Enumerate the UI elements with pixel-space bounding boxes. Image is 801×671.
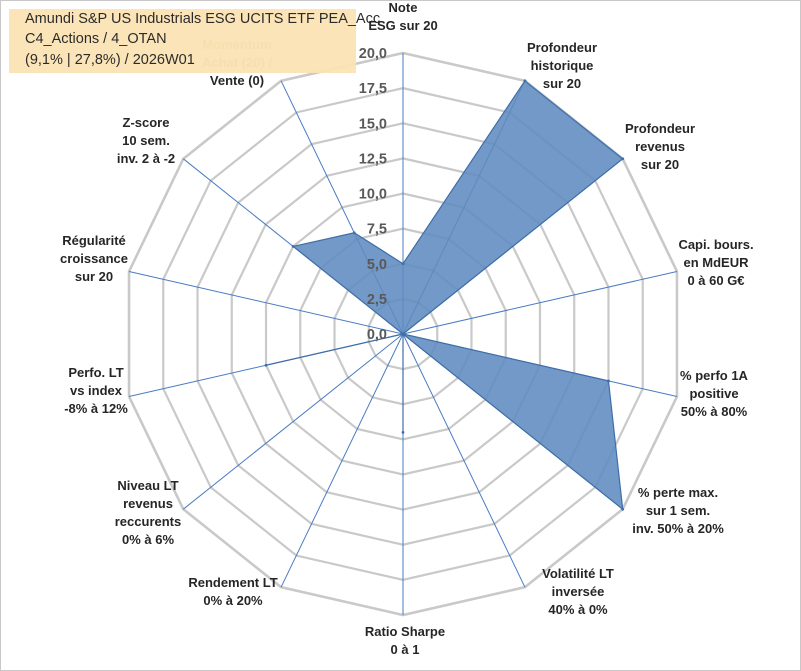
category-label-10: Perfo. LT vs index -8% à 12% [64,365,128,416]
category-label-8: Rendement LT 0% à 20% [188,575,277,608]
spoke-9 [182,333,404,510]
category-label-9-line-3: 0% à 6% [122,532,174,547]
category-label-6: Volatilité LT inversée 40% à 0% [542,566,614,617]
spoke-3 [402,270,678,335]
category-label-3-line-0: Capi. bours. [678,237,753,252]
category-label-11: Régularité croissance sur 20 [60,233,128,284]
category-label-12-line-0: Z-score [123,115,170,130]
spoke-8 [280,333,404,588]
category-label-9: Niveau LT revenus reccurents 0% à 6% [115,478,181,547]
category-label-3-line-1: en MdEUR [684,255,750,270]
category-label-6-line-1: inversée [552,584,605,599]
chart-title-box: Amundi S&P US Industrials ESG UCITS ETF … [9,9,380,73]
category-label-8-line-1: 0% à 20% [203,593,263,608]
chart-subtitle: C4_Actions / 4_OTAN [25,31,167,47]
category-label-5: % perte max. sur 1 sem. inv. 50% à 20% [632,485,724,536]
tick-label-1: 2,5 [367,292,387,308]
category-label-4: % perfo 1A positive 50% à 80% [680,368,749,419]
data-point-4 [607,379,610,383]
category-label-9-line-0: Niveau LT [117,478,178,493]
tick-label-5: 12,5 [359,151,387,167]
category-label-4-line-0: % perfo 1A [680,368,749,383]
category-label-3: Capi. bours. en MdEUR 0 à 60 G€ [678,237,753,288]
category-label-0: Note ESG sur 20 [368,0,437,33]
tick-label-7: 17,5 [359,81,387,97]
category-label-2-line-0: Profondeur [625,121,695,136]
tick-label-3: 7,5 [367,222,387,238]
category-label-2-line-2: sur 20 [641,157,679,172]
category-label-9-line-2: reccurents [115,514,181,529]
category-label-9-line-1: revenus [123,496,173,511]
category-label-2-line-1: revenus [635,139,685,154]
category-label-6-line-0: Volatilité LT [542,566,614,581]
category-label-7: Ratio Sharpe 0 à 1 [365,624,445,657]
category-label-13-line-2: Vente (0) [210,73,264,88]
category-label-0-line-0: Note [389,0,418,15]
category-label-12-line-2: inv. 2 à -2 [117,151,175,166]
data-point-10 [264,363,268,367]
category-label-1-line-0: Profondeur [527,40,597,55]
category-label-10-line-1: vs index [70,383,123,398]
chart-period: (9,1% | 27,8%) / 2026W01 [25,52,195,68]
category-label-11-line-0: Régularité [62,233,126,248]
tick-label-6: 15,0 [359,116,387,132]
category-label-4-line-2: 50% à 80% [681,404,748,419]
category-label-7-line-1: 0 à 1 [391,642,420,657]
category-label-8-line-0: Rendement LT [188,575,277,590]
data-point-2 [621,157,625,161]
category-label-1-line-1: historique [531,58,594,73]
tick-label-0: 0,0 [367,327,387,343]
category-label-12: Z-score 10 sem. inv. 2 à -2 [117,115,175,166]
category-label-7-line-0: Ratio Sharpe [365,624,445,639]
category-label-5-line-1: sur 1 sem. [646,503,710,518]
category-label-5-line-2: inv. 50% à 20% [632,521,724,536]
category-label-11-line-2: sur 20 [75,269,113,284]
category-label-11-line-1: croissance [60,251,128,266]
data-point-11 [401,332,405,336]
category-label-1: Profondeur historique sur 20 [527,40,597,91]
category-label-0-line-1: ESG sur 20 [368,18,437,33]
data-point-12 [291,244,295,248]
radial-tick-labels: 0,0 2,5 5,0 7,5 10,0 12,5 15,0 17,5 20,0 [359,46,387,343]
category-label-10-line-0: Perfo. LT [68,365,123,380]
category-label-6-line-2: 40% à 0% [548,602,608,617]
tick-label-8: 20,0 [359,46,387,62]
category-label-2: Profondeur revenus sur 20 [625,121,695,172]
chart-title: Amundi S&P US Industrials ESG UCITS ETF … [25,11,381,27]
data-point-0 [401,262,405,266]
tick-label-4: 10,0 [359,187,387,203]
category-label-1-line-2: sur 20 [543,76,581,91]
data-point-1 [523,79,527,83]
series-area-0 [265,79,624,511]
category-labels: Note ESG sur 20 Profondeur historique sur 20… [60,0,754,657]
radar-series [264,79,625,511]
data-point-7 [401,430,405,434]
data-point-13 [352,231,356,235]
spoke-6 [402,333,526,588]
category-label-10-line-2: -8% à 12% [64,401,128,416]
spoke-11 [128,270,404,335]
tick-label-2: 5,0 [367,257,387,273]
data-point-5 [621,507,625,511]
category-label-3-line-2: 0 à 60 G€ [687,273,744,288]
category-label-12-line-1: 10 sem. [122,133,170,148]
category-label-4-line-1: positive [689,386,738,401]
category-label-5-line-0: % perte max. [638,485,718,500]
